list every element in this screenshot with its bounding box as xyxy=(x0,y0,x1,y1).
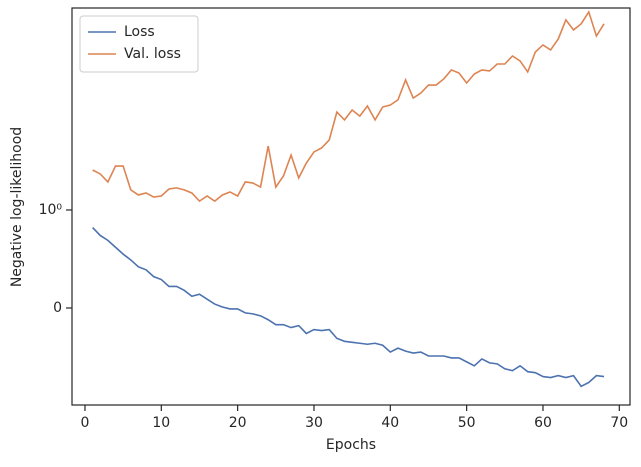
y-tick-label: 10⁰ xyxy=(39,202,63,218)
legend-label: Loss xyxy=(124,24,155,40)
x-tick-label: 60 xyxy=(534,415,552,431)
x-tick-label: 40 xyxy=(381,415,399,431)
x-tick-label: 0 xyxy=(81,415,90,431)
x-tick-label: 10 xyxy=(152,415,170,431)
line-series xyxy=(92,10,605,203)
x-tick-label: 20 xyxy=(229,415,247,431)
x-tick-label: 70 xyxy=(610,415,628,431)
legend: Loss Val. loss xyxy=(79,15,199,73)
line-series xyxy=(92,227,605,388)
x-tick-label: 50 xyxy=(458,415,476,431)
legend-box xyxy=(79,15,199,73)
legend-label: Val. loss xyxy=(124,46,181,62)
y-tick-label: 0 xyxy=(53,300,62,316)
y-axis-label: Negative log-likelihood xyxy=(9,127,25,287)
x-axis-label: Epochs xyxy=(326,437,376,453)
x-tick-label: 30 xyxy=(305,415,323,431)
plot-frame xyxy=(71,7,631,406)
